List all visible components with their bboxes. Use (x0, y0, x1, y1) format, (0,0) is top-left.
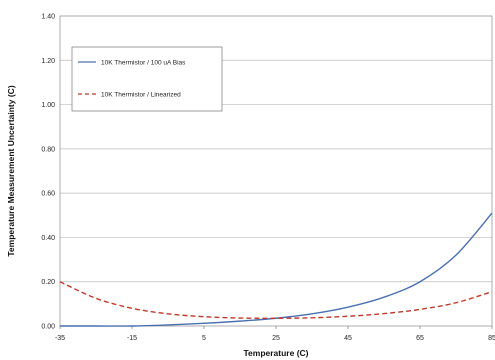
legend-label-series-2: 10K Thermistor / Linearized (101, 92, 181, 99)
series-line-1 (60, 212, 493, 327)
y-tick-label: 0.40 (41, 235, 55, 242)
y-tick-label: 1.40 (41, 14, 55, 21)
legend-box (71, 46, 223, 112)
y-tick-labels: 0.00 0.20 0.40 0.60 0.80 1.00 1.20 1.40 (41, 14, 55, 331)
x-tick-label: 85 (488, 335, 495, 342)
x-tick-label: 5 (202, 335, 206, 342)
x-tick-label: 25 (272, 335, 280, 342)
series-lines (59, 212, 493, 327)
series-line-2 (59, 281, 493, 319)
x-tick-label: -35 (55, 335, 65, 342)
x-tick-label: 65 (416, 335, 424, 342)
legend: 10K Thermistor / 100 uA Bias 10K Thermis… (71, 46, 223, 112)
x-tick-label: 45 (344, 335, 352, 342)
legend-label-series-1: 10K Thermistor / 100 uA Bias (101, 60, 186, 67)
x-tick-label: -15 (127, 335, 137, 342)
y-tick-label: 1.20 (41, 58, 55, 65)
y-tick-label: 1.00 (41, 102, 55, 109)
y-axis-title: Temperature Measurement Uncertainty (C) (6, 85, 16, 256)
y-tick-label: 0.00 (41, 324, 55, 331)
y-tick-label: 0.80 (41, 146, 55, 153)
y-tick-label: 0.60 (41, 191, 55, 198)
y-tick-label: 0.20 (41, 279, 55, 286)
x-axis-title: Temperature (C) (243, 348, 308, 358)
x-tick-labels: -35 -15 5 25 45 65 85 (55, 326, 495, 342)
